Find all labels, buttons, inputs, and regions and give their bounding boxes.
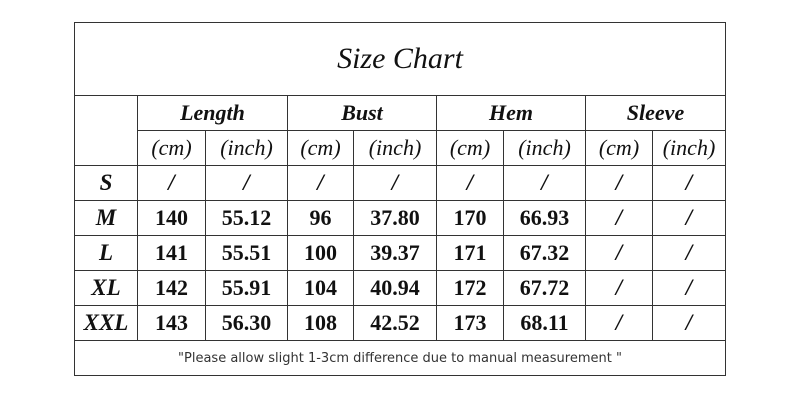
size-value: 104: [287, 270, 354, 306]
table-row: XL 142 55.91 104 40.94 172 67.72//: [74, 270, 726, 306]
size-value: 55.51: [205, 235, 288, 271]
group-header: Sleeve: [585, 95, 726, 131]
size-value: /: [652, 235, 726, 271]
corner-cell: [74, 95, 138, 166]
size-value: /: [205, 165, 288, 201]
unit-header: (cm): [287, 130, 354, 166]
size-value: /: [585, 165, 653, 201]
size-value: /: [585, 235, 653, 271]
size-value: 142: [137, 270, 206, 306]
size-value: 108: [287, 305, 354, 341]
unit-header: (inch): [353, 130, 437, 166]
size-value: /: [652, 165, 726, 201]
size-table: Size Chart Length Bust Hem Sleeve (cm) (inch)(…: [74, 22, 726, 376]
size-value: 172: [436, 270, 504, 306]
size-value: 67.72: [503, 270, 586, 306]
group-header: Hem: [436, 95, 586, 131]
size-value: 171: [436, 235, 504, 271]
note: "Please allow slight 1-3cm difference du…: [74, 340, 726, 376]
size-value: 141: [137, 235, 206, 271]
table-row: M 140 55.12 96 37.80 170 66.93//: [74, 200, 726, 236]
size-chart: Size Chart Length Bust Hem Sleeve (cm) (inch)(…: [74, 22, 726, 376]
unit-header: (cm): [137, 130, 206, 166]
table-body: Size Chart Length Bust Hem Sleeve (cm) (inch)(…: [74, 22, 726, 376]
unit-header: (inch): [503, 130, 586, 166]
size-value: 40.94: [353, 270, 437, 306]
table-row: XXL 143 56.30 108 42.52 173 68.11//: [74, 305, 726, 341]
size-value: 100: [287, 235, 354, 271]
size-value: 143: [137, 305, 206, 341]
size-value: 37.80: [353, 200, 437, 236]
size-value: /: [436, 165, 504, 201]
table-row: L 141 55.51 100 39.37 171 67.32//: [74, 235, 726, 271]
size-value: 140: [137, 200, 206, 236]
size-value: /: [652, 305, 726, 341]
size-value: 96: [287, 200, 354, 236]
size-value: 68.11: [503, 305, 586, 341]
unit-header: (inch): [205, 130, 288, 166]
size-label: XL: [74, 270, 138, 306]
size-value: /: [585, 200, 653, 236]
size-value: 173: [436, 305, 504, 341]
size-value: /: [652, 200, 726, 236]
group-header: Length: [137, 95, 288, 131]
size-value: 55.12: [205, 200, 288, 236]
size-value: /: [585, 305, 653, 341]
unit-header: (inch): [652, 130, 726, 166]
unit-header: (cm): [585, 130, 653, 166]
size-value: /: [353, 165, 437, 201]
table-row: Size Chart: [74, 22, 726, 96]
table-row: "Please allow slight 1-3cm difference du…: [74, 340, 726, 376]
size-value: /: [287, 165, 354, 201]
unit-header: (cm): [436, 130, 504, 166]
size-value: /: [585, 270, 653, 306]
group-header: Bust: [287, 95, 437, 131]
size-value: 39.37: [353, 235, 437, 271]
size-label: XXL: [74, 305, 138, 341]
size-value: 55.91: [205, 270, 288, 306]
size-label: S: [74, 165, 138, 201]
size-value: /: [503, 165, 586, 201]
size-value: 42.52: [353, 305, 437, 341]
table-row: (cm) (inch) (cm) (inch) (cm) (inch) (cm) (inch): [75, 130, 726, 166]
size-value: 170: [436, 200, 504, 236]
table-row: S / / / / / / / /: [74, 165, 726, 201]
size-value: 56.30: [205, 305, 288, 341]
title: Size Chart: [74, 22, 726, 96]
size-label: M: [74, 200, 138, 236]
size-value: /: [652, 270, 726, 306]
size-label: L: [74, 235, 138, 271]
size-value: 67.32: [503, 235, 586, 271]
size-value: /: [137, 165, 206, 201]
size-value: 66.93: [503, 200, 586, 236]
table-row: Length Bust Hem Sleeve: [74, 95, 726, 166]
